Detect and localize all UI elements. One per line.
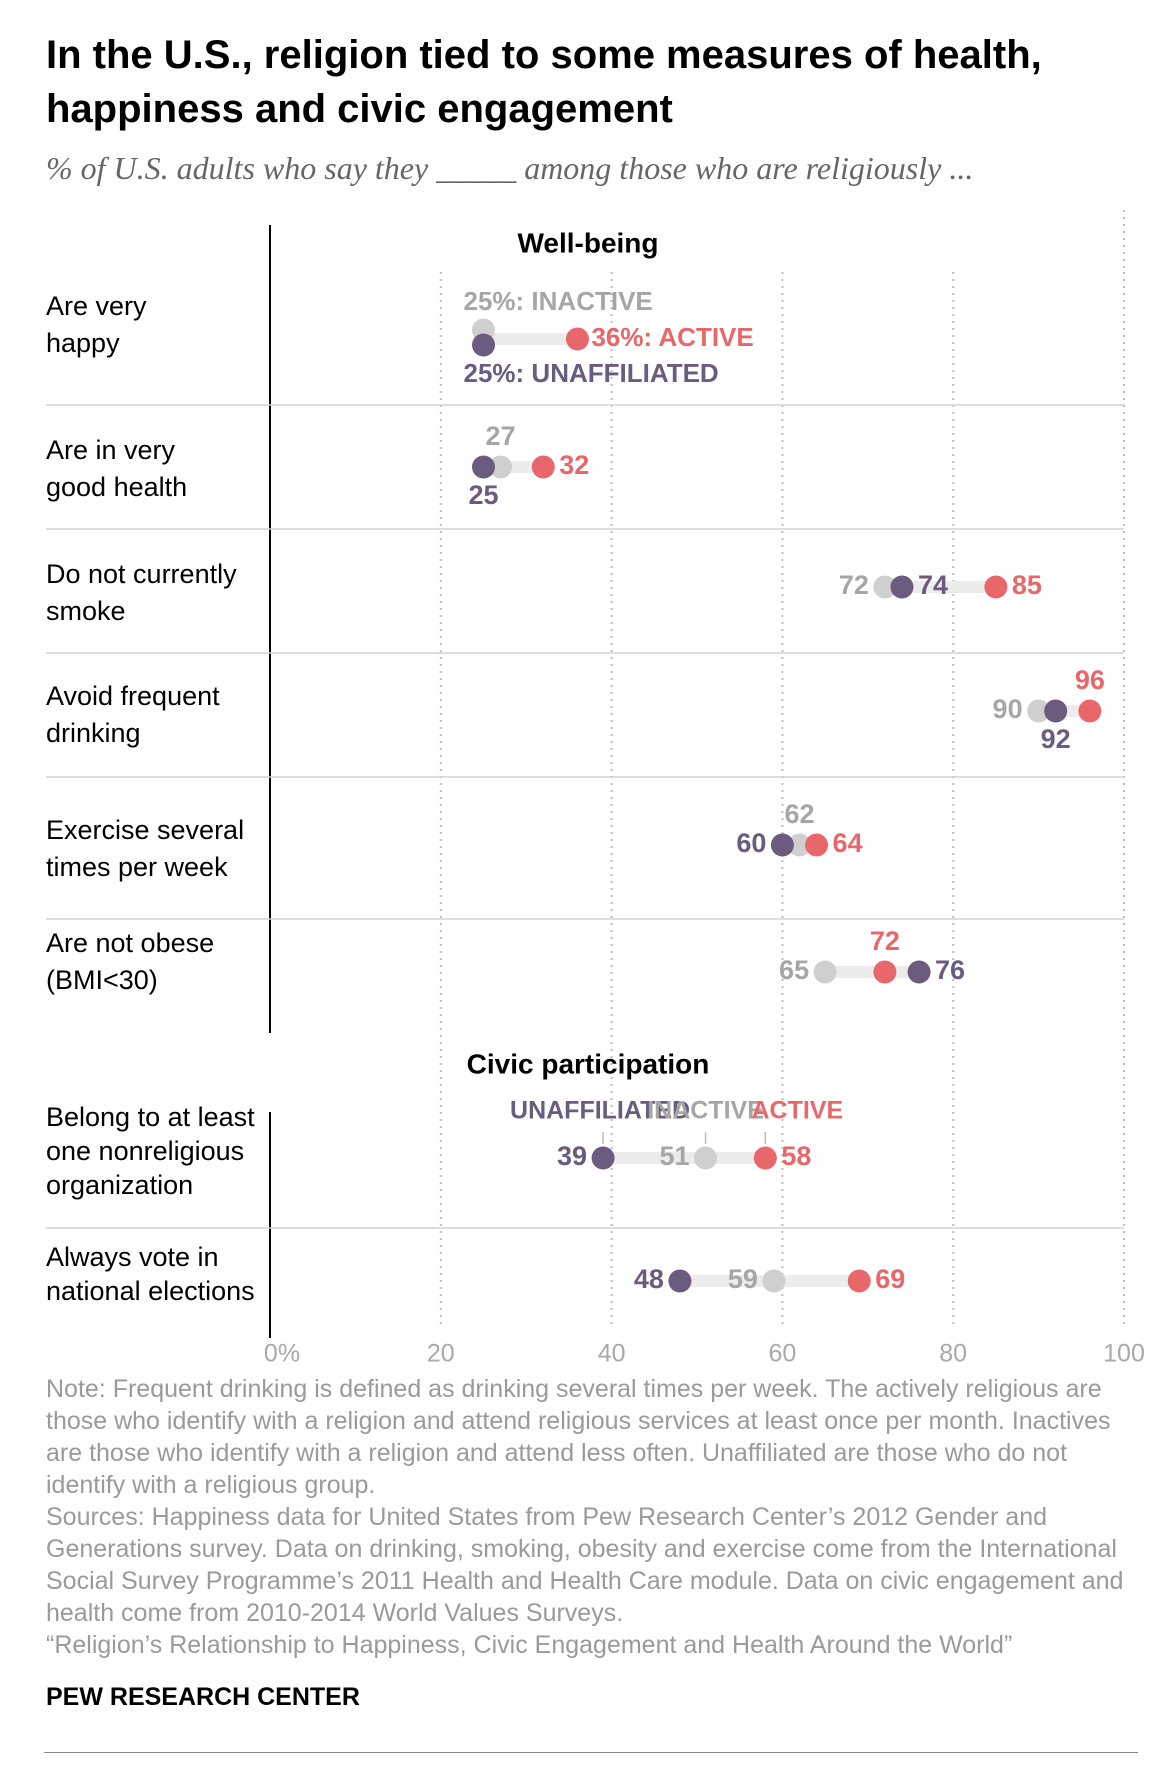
dot-active bbox=[984, 575, 1008, 599]
dot-unaffiliated bbox=[770, 833, 794, 857]
legend-inactive: INACTIVE bbox=[647, 1097, 764, 1125]
dot-chart: Well-being Civic participation 0% 20 40 60 80 1… bbox=[46, 210, 1145, 1368]
chart-title: In the U.S., religion tied to some measu… bbox=[46, 33, 1042, 131]
row-label-nonreligious-org: Belong to at least one nonreligious organi… bbox=[46, 1102, 255, 1200]
value-label-inactive: 51 bbox=[659, 1141, 689, 1171]
legend-active: ACTIVE bbox=[751, 1097, 843, 1125]
dot-unaffiliated bbox=[591, 1146, 615, 1170]
dot-active bbox=[1078, 699, 1102, 723]
value-label-inactive: 59 bbox=[728, 1264, 758, 1294]
dot-inactive bbox=[813, 960, 837, 984]
row-label-not-obese: Are not obese (BMI<30) bbox=[46, 928, 215, 995]
value-label-unaffiliated: 92 bbox=[1041, 724, 1071, 754]
value-label-unaffiliated: 74 bbox=[918, 570, 948, 600]
annotation-unaffiliated: 25%: UNAFFILIATED bbox=[464, 358, 719, 388]
row-label-good-health: Are in very good health bbox=[46, 435, 188, 502]
dot-inactive bbox=[873, 575, 897, 599]
dot-active bbox=[531, 455, 555, 479]
value-label-inactive: 27 bbox=[486, 421, 516, 451]
dot-active bbox=[753, 1146, 777, 1170]
x-tick-label: 60 bbox=[768, 1340, 796, 1368]
x-tick-label: 80 bbox=[939, 1340, 967, 1368]
value-label-active: 72 bbox=[870, 926, 900, 956]
value-label-inactive: 65 bbox=[779, 955, 809, 985]
sources-text: Sources: Happiness data for United State… bbox=[46, 1503, 1124, 1627]
value-label-unaffiliated: 60 bbox=[736, 828, 766, 858]
dot-unaffiliated bbox=[1044, 699, 1068, 723]
row-label-not-smoke: Do not currently smoke bbox=[46, 559, 237, 626]
chart-subtitle: % of U.S. adults who say they _____ amon… bbox=[46, 150, 974, 186]
dot-active bbox=[565, 327, 589, 351]
pew-logo-text: PEW RESEARCH CENTER bbox=[46, 1683, 360, 1711]
annotation-active: 36%: ACTIVE bbox=[591, 322, 753, 352]
value-label-unaffiliated: 39 bbox=[557, 1141, 587, 1171]
annotation-inactive: 25%: INACTIVE bbox=[464, 286, 653, 316]
dot-unaffiliated bbox=[668, 1269, 692, 1293]
value-label-inactive: 62 bbox=[784, 799, 814, 829]
dot-inactive bbox=[787, 833, 811, 857]
value-label-active: 64 bbox=[833, 828, 863, 858]
dot-active bbox=[805, 833, 829, 857]
dot-inactive bbox=[762, 1269, 786, 1293]
row-label-very-happy: Are very happy bbox=[46, 291, 147, 358]
dot-inactive bbox=[1027, 699, 1051, 723]
dot-inactive bbox=[489, 455, 513, 479]
value-label-inactive: 72 bbox=[839, 570, 869, 600]
row-label-exercise: Exercise several times per week bbox=[46, 815, 245, 882]
x-tick-label: 100 bbox=[1103, 1340, 1145, 1368]
footer-divider bbox=[44, 1752, 1138, 1753]
dot-unaffiliated bbox=[907, 960, 931, 984]
row-label-always-vote: Always vote in national elections bbox=[46, 1242, 255, 1306]
value-label-unaffiliated: 48 bbox=[634, 1264, 664, 1294]
x-tick-label: 0% bbox=[264, 1340, 300, 1368]
x-tick-label: 20 bbox=[427, 1340, 455, 1368]
report-title: “Religion’s Relationship to Happiness, C… bbox=[46, 1631, 1013, 1659]
value-label-unaffiliated: 76 bbox=[935, 955, 965, 985]
value-label-inactive: 90 bbox=[993, 694, 1023, 724]
value-label-active: 96 bbox=[1075, 665, 1105, 695]
x-tick-label: 40 bbox=[598, 1340, 626, 1368]
value-label-active: 32 bbox=[559, 450, 589, 480]
legend-unaffiliated: UNAFFILIATED bbox=[510, 1097, 690, 1125]
chart-notes: Note: Frequent drinking is defined as dr… bbox=[46, 1373, 1146, 1661]
dot-unaffiliated bbox=[472, 333, 495, 357]
section-title-wellbeing: Well-being bbox=[517, 227, 658, 258]
dot-active bbox=[873, 960, 897, 984]
value-label-active: 69 bbox=[875, 1264, 905, 1294]
dot-active bbox=[847, 1269, 871, 1293]
value-label-active: 58 bbox=[781, 1141, 811, 1171]
note-text: Note: Frequent drinking is defined as dr… bbox=[46, 1375, 1111, 1499]
value-label-unaffiliated: 25 bbox=[468, 480, 498, 510]
dot-unaffiliated bbox=[472, 455, 495, 479]
value-label-active: 85 bbox=[1012, 570, 1042, 600]
section-title-civic: Civic participation bbox=[467, 1048, 710, 1079]
dot-unaffiliated bbox=[890, 575, 914, 599]
row-label-avoid-drinking: Avoid frequent drinking bbox=[46, 681, 220, 748]
dot-inactive bbox=[694, 1146, 718, 1170]
